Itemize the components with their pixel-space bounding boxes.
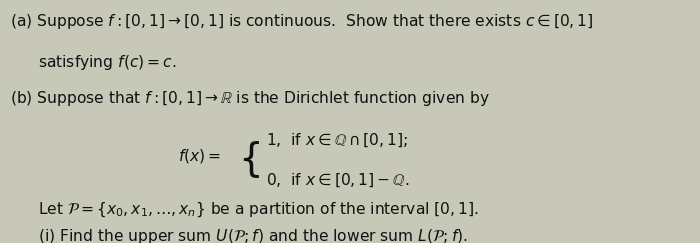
Text: (a) Suppose $f:[0,1]\rightarrow[0,1]$ is continuous.  Show that there exists $c\: (a) Suppose $f:[0,1]\rightarrow[0,1]$ is… xyxy=(10,12,594,31)
Text: Let $\mathcal{P}=\{x_0,x_1,\ldots,x_n\}$ be a partition of the interval $[0,1]$.: Let $\mathcal{P}=\{x_0,x_1,\ldots,x_n\}$… xyxy=(38,200,480,219)
Text: satisfying $f(c)=c$.: satisfying $f(c)=c$. xyxy=(38,53,177,72)
Text: (b) Suppose that $f:[0,1]\rightarrow\mathbb{R}$ is the Dirichlet function given : (b) Suppose that $f:[0,1]\rightarrow\mat… xyxy=(10,89,491,108)
Text: $\{$: $\{$ xyxy=(237,139,260,180)
Text: $f(x)=$: $f(x)=$ xyxy=(178,147,222,165)
Text: (i) Find the upper sum $U(\mathcal{P};f)$ and the lower sum $L(\mathcal{P};f)$.: (i) Find the upper sum $U(\mathcal{P};f)… xyxy=(38,227,468,243)
Text: 0,  if $x\in[0,1]-\mathbb{Q}$.: 0, if $x\in[0,1]-\mathbb{Q}$. xyxy=(266,171,410,189)
Text: 1,  if $x\in\mathbb{Q}\cap[0,1]$;: 1, if $x\in\mathbb{Q}\cap[0,1]$; xyxy=(266,131,408,149)
